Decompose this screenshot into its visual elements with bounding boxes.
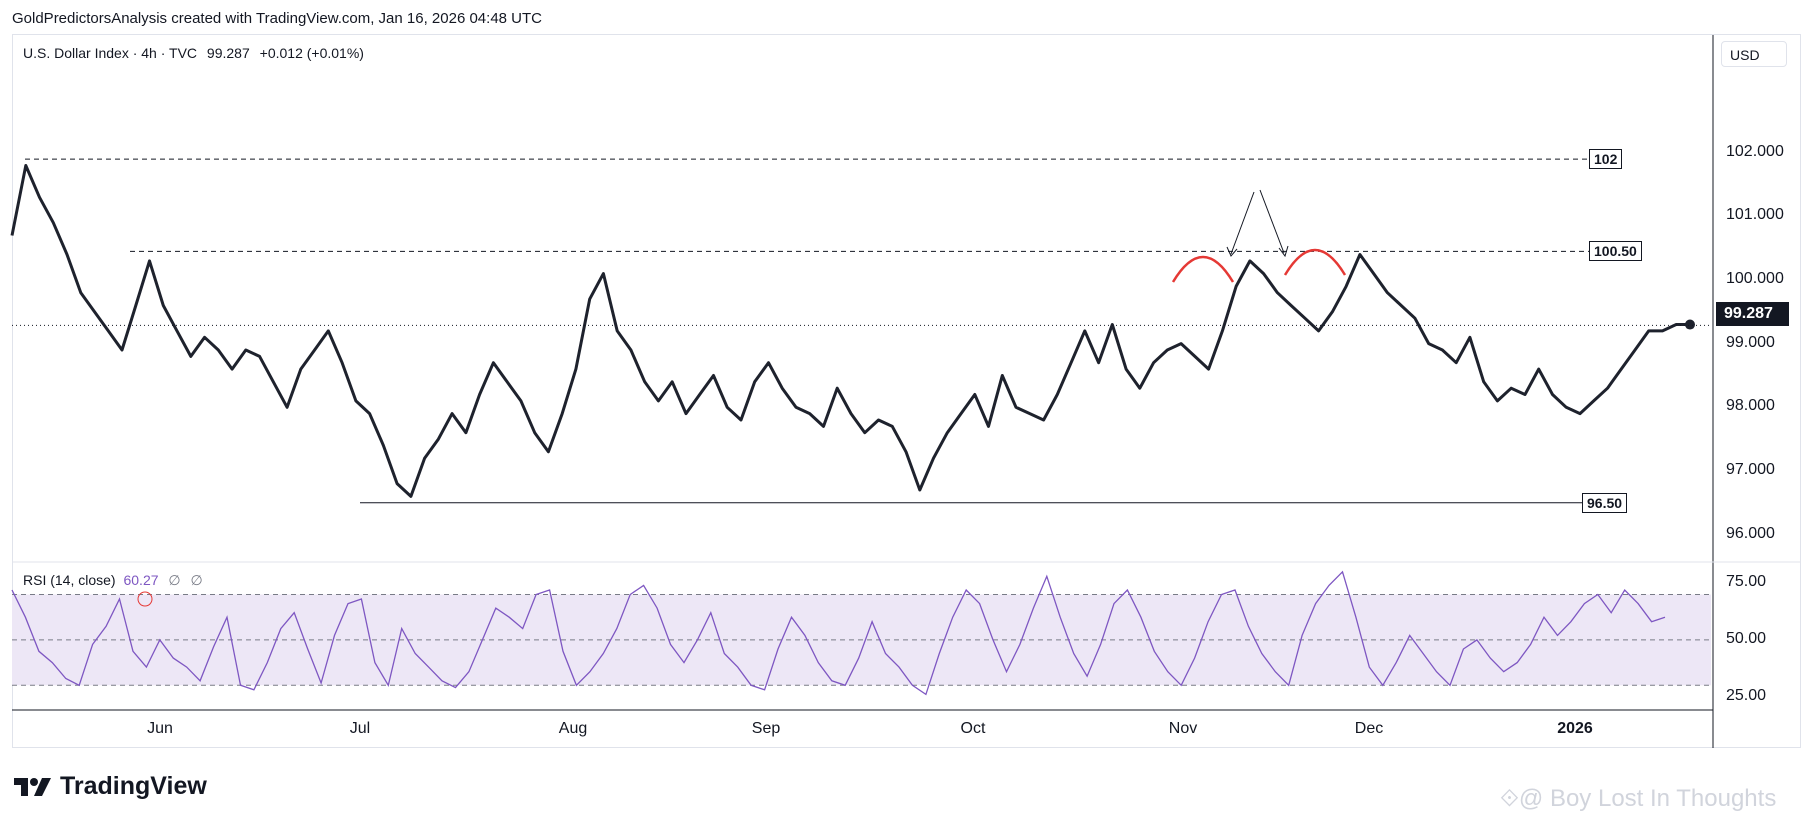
- rsi-marker: [137, 591, 153, 607]
- arrow-right: [1259, 189, 1285, 254]
- chart-frame: [12, 34, 1801, 748]
- y-tick-label: 99.000: [1726, 333, 1775, 351]
- last-price-tag: 99.287: [1716, 302, 1789, 326]
- rsi-tick-label: 25.00: [1726, 686, 1767, 704]
- y-tick-label: 96.000: [1726, 524, 1775, 542]
- chart-caption: GoldPredictorsAnalysis created with Trad…: [12, 10, 542, 27]
- symbol-legend: U.S. Dollar Index · 4h · TVC 99.287 +0.0…: [23, 45, 370, 61]
- watermark-text: Boy Lost In Thoughts: [1549, 785, 1777, 812]
- top-arc-right: [1283, 248, 1347, 276]
- tradingview-logo[interactable]: TradingView: [14, 772, 207, 801]
- y-tick-label: 97.000: [1726, 460, 1775, 478]
- symbol-name[interactable]: U.S. Dollar Index · 4h · TVC: [23, 45, 198, 61]
- arrowhead-left: [1226, 246, 1238, 257]
- rsi-legend[interactable]: RSI (14, close) 60.27 ∅ ∅: [23, 572, 203, 589]
- x-tick-label: 2026: [1557, 720, 1593, 737]
- y-tick-label: 102.000: [1726, 142, 1784, 160]
- watermark: ⟐@ Boy Lost In Thoughts: [1500, 785, 1776, 813]
- top-arc-left: [1171, 255, 1235, 283]
- x-tick-label: Nov: [1168, 720, 1198, 737]
- y-tick-label: 101.000: [1726, 206, 1784, 224]
- symbol-change: +0.012 (+0.01%): [259, 45, 364, 61]
- x-tick-label: Aug: [558, 720, 588, 737]
- last-point: [1685, 319, 1695, 330]
- arrowhead-right: [1278, 245, 1289, 258]
- brand-text: TradingView: [60, 772, 207, 800]
- rsi-tick-label: 75.00: [1726, 573, 1767, 591]
- price-line: [10, 164, 1690, 498]
- rsi-tick-label: 50.00: [1726, 629, 1767, 647]
- rsi-na-1: ∅: [168, 572, 181, 588]
- y-tick-label: 100.000: [1726, 270, 1784, 287]
- arrow-left: [1230, 191, 1255, 255]
- currency-button[interactable]: USD: [1721, 41, 1787, 67]
- level-label-0[interactable]: 102: [1589, 149, 1623, 170]
- rsi-name: RSI (14, close): [23, 572, 116, 588]
- level-label-2[interactable]: 96.50: [1582, 492, 1628, 513]
- x-tick-label: Dec: [1354, 720, 1384, 737]
- tradingview-logo-icon: [14, 777, 51, 796]
- watermark-icon: ⟐@: [1500, 785, 1550, 812]
- x-tick-label: Jun: [147, 720, 173, 737]
- level-label-1[interactable]: 100.50: [1589, 241, 1642, 262]
- x-tick-label: Oct: [960, 720, 986, 737]
- x-tick-label: Jul: [349, 720, 371, 737]
- rsi-na-2: ∅: [190, 572, 203, 588]
- symbol-price: 99.287: [206, 45, 250, 61]
- y-tick-label: 98.000: [1726, 397, 1775, 415]
- x-tick-label: Sep: [751, 720, 781, 737]
- rsi-line: [11, 570, 1666, 696]
- rsi-value: 60.27: [123, 572, 159, 588]
